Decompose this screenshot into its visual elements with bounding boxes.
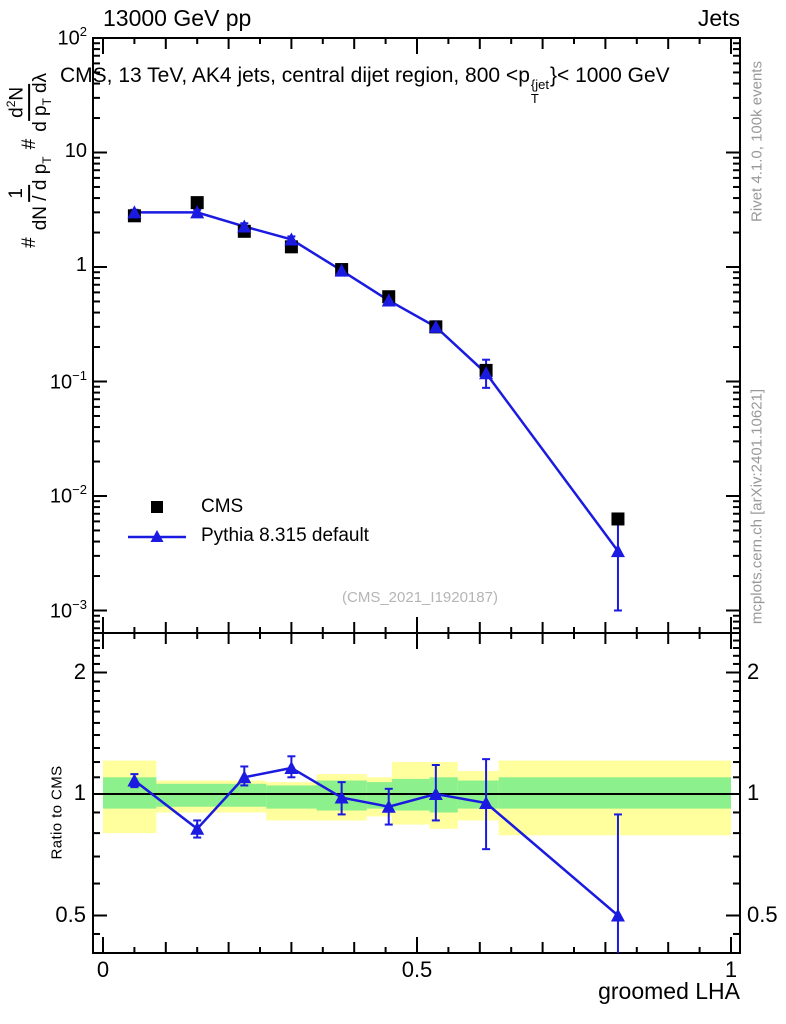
ratio-y-tick-label-left: 1: [73, 780, 86, 805]
header-analysis-type: Jets: [697, 5, 740, 31]
legend-label-pythia: Pythia 8.315 default: [201, 524, 369, 546]
analysis-id-watermark: (CMS_2021_I1920187): [342, 589, 498, 606]
ratio-y-axis-label: Ratio to CMS: [48, 765, 66, 860]
legend-label-cms: CMS: [201, 495, 244, 517]
plot-title-sub: T: [530, 90, 539, 106]
pythia-data-point: [284, 232, 299, 246]
main-y-tick-label: 10: [64, 139, 87, 162]
inner-uncertainty-band: [266, 785, 317, 809]
plot-title: CMS, 13 TeV, AK4 jets, central dijet reg…: [60, 64, 670, 105]
plot-title-prefix: CMS, 13 TeV, AK4 jets, central dijet reg…: [60, 64, 530, 87]
ylabel-fraction-1: 1 dN / d pT: [5, 156, 54, 231]
pythia-data-point: [237, 219, 252, 233]
pythia-data-point: [479, 366, 494, 380]
pythia-data-point: [428, 319, 443, 333]
ylabel-frac1-num: 1: [5, 185, 30, 202]
pythia-data-point: [127, 205, 142, 219]
mcplots-reference-note: mcplots.cern.ch [arXiv:2401.10621]: [748, 388, 766, 625]
legend-item-pythia: Pythia 8.315 default: [126, 521, 369, 550]
pythia-data-point: [610, 544, 625, 558]
x-tick-label: 0.5: [401, 957, 433, 982]
plot-title-suffix: }< 1000 GeV: [549, 64, 670, 87]
plot-title-supsub: {jet T: [531, 78, 549, 105]
plot-title-sup: {jet: [530, 77, 549, 92]
ylabel-frac2-den: d pTdλ: [30, 72, 55, 132]
x-tick-label: 1: [724, 957, 738, 982]
main-y-tick-label: 102: [57, 24, 87, 50]
pythia-data-point: [428, 787, 443, 800]
ylabel-frac2-num: d2N: [4, 83, 31, 121]
header-beam-energy: 13000 GeV pp: [103, 5, 252, 31]
pythia-data-point: [284, 760, 299, 774]
x-axis-label: groomed LHA: [598, 978, 740, 1004]
main-y-tick-label: 10−2: [49, 482, 87, 508]
legend-item-cms: CMS: [126, 492, 369, 521]
pythia-data-point: [381, 293, 396, 307]
pythia-data-point: [127, 773, 142, 787]
rivet-version-note: Rivet 4.1.0, 100k events: [748, 61, 766, 222]
pythia-data-point: [237, 770, 252, 784]
inner-uncertainty-band: [498, 777, 731, 809]
ylabel-fraction-2: d2N d pTdλ: [4, 72, 55, 132]
pythia-data-point: [190, 205, 205, 219]
pythia-data-point: [334, 790, 349, 804]
ratio-y-tick-label-right: 0.5: [747, 901, 778, 927]
ratio-y-tick-label-left: 2: [73, 658, 86, 684]
cms-data-point: [190, 196, 204, 210]
main-y-tick-label: 10−1: [49, 367, 87, 394]
ratio-y-tick-label-right: 1: [747, 780, 760, 805]
ylabel-hash-1: #: [18, 237, 40, 248]
pythia-data-point: [381, 799, 396, 813]
inner-uncertainty-band: [103, 777, 157, 809]
ratio-y-tick-label-right: 2: [747, 658, 760, 684]
pythia-data-point: [610, 908, 625, 922]
pythia-data-point: [479, 795, 494, 809]
inner-uncertainty-band: [156, 783, 267, 807]
ratio-y-tick-label-left: 0.5: [55, 901, 86, 927]
pythia-data-point: [334, 263, 349, 277]
main-y-tick-label: 1: [75, 254, 87, 276]
cms-data-point: [611, 512, 625, 526]
pythia-data-point: [190, 821, 205, 835]
main-y-tick-label: 10−3: [49, 596, 87, 623]
ylabel-frac1-den: dN / d pT: [29, 156, 54, 231]
pythia-triangle-line-marker-icon: [128, 529, 186, 542]
cms-square-marker-icon: [151, 500, 163, 513]
legend: CMS Pythia 8.315 default: [126, 492, 369, 550]
x-tick-label: 0: [96, 957, 110, 982]
